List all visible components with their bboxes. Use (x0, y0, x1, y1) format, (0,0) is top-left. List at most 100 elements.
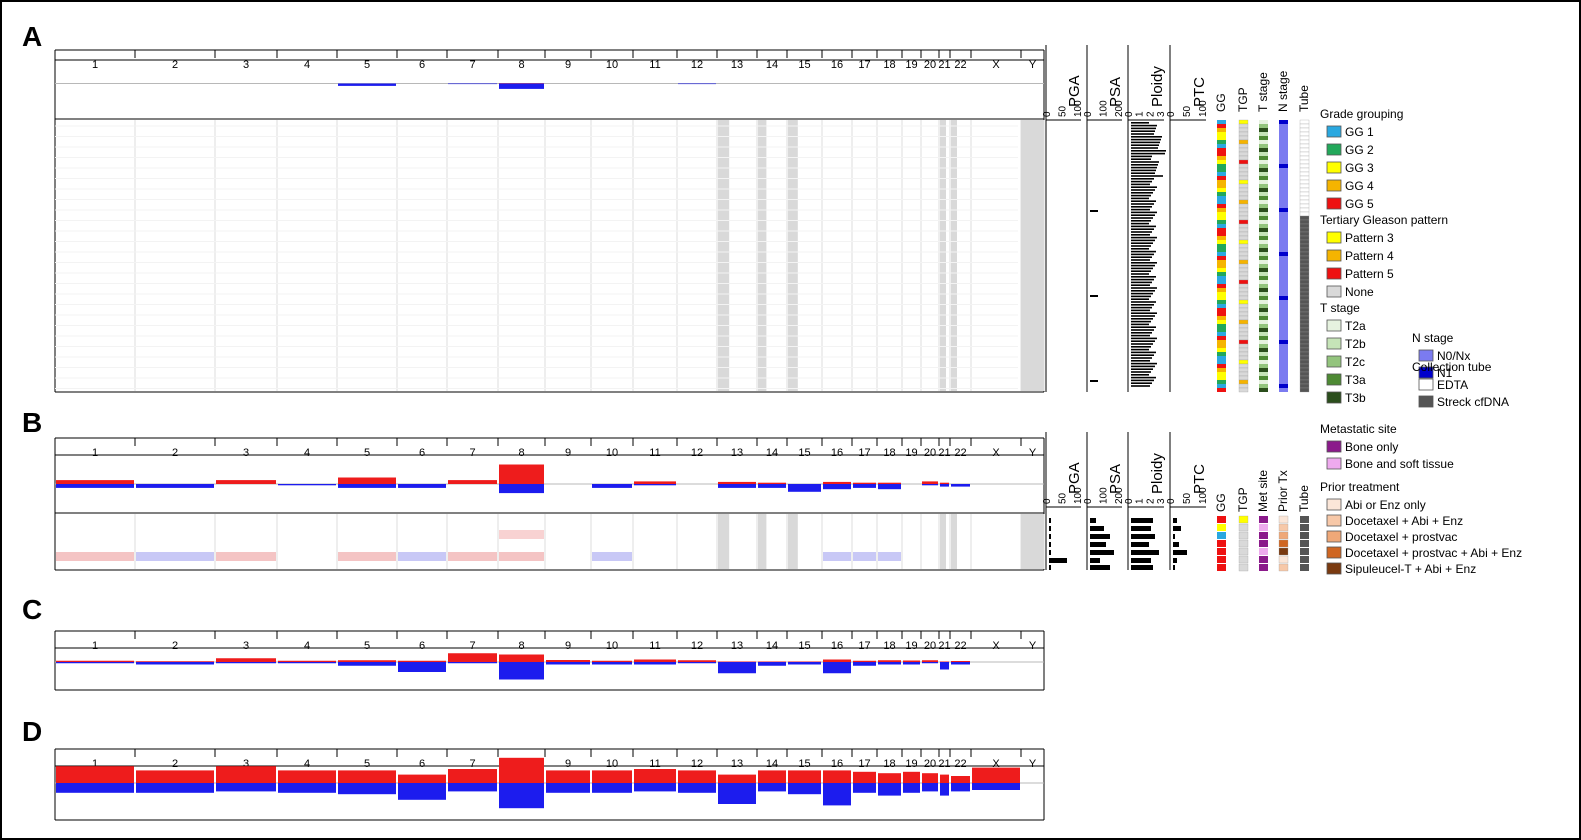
loss-bar-chr2 (136, 662, 214, 665)
ploidy-bar (1131, 122, 1149, 124)
pga-bar (1049, 565, 1051, 570)
tube-cell (1299, 239, 1310, 245)
panel-a: 1 2 3 4 5 6 7 8 9 10 11 12 13 14 15 16 17 18 19 20 21 22 X Y (54, 49, 1045, 393)
chromosome-label: 12 (691, 758, 703, 770)
legend-swatch (1326, 197, 1342, 210)
gain-bar-chr17 (853, 660, 876, 662)
tube-cell (1299, 355, 1310, 361)
loss-bar-chr20 (922, 662, 938, 664)
tube-cell (1299, 171, 1310, 177)
tgp-cell (1238, 203, 1249, 209)
chromosome-label: 13 (731, 758, 743, 770)
chromosome-label: 22 (954, 758, 966, 770)
ploidy-bar (1131, 127, 1156, 130)
chromosome-label: 17 (858, 447, 870, 459)
legend-swatch (1326, 546, 1342, 559)
track-label-A1: PSA (1107, 77, 1124, 107)
t-stage-cell (1259, 244, 1268, 248)
chromosome-label: 4 (304, 758, 310, 770)
tube-cell (1299, 259, 1310, 265)
t-stage-cell (1259, 276, 1268, 280)
legend-item-label: GG 5 (1345, 197, 1374, 211)
n-stage-cell (1279, 384, 1288, 388)
gg-cell (1217, 304, 1226, 308)
chromosome-label: 10 (606, 447, 618, 459)
chromosome-label: 4 (304, 59, 310, 71)
gg-cell (1217, 272, 1226, 276)
chromosome-label: 17 (858, 640, 870, 652)
ploidy-bar (1131, 262, 1157, 264)
loss-bar-chr7 (448, 783, 497, 792)
chromosome-label: 21 (938, 640, 950, 652)
track-label-A2: Ploidy (1149, 66, 1166, 107)
t-stage-cell (1259, 196, 1268, 200)
tgp-cell-b (1238, 563, 1249, 572)
tgp-cell (1238, 155, 1249, 161)
n-stage-cell (1279, 252, 1288, 256)
ploidy-bar (1131, 309, 1150, 312)
tgp-cell (1238, 259, 1249, 265)
chromosome-label: 10 (606, 640, 618, 652)
tgp-cell (1238, 315, 1249, 321)
loss-bar-chr8 (499, 662, 544, 680)
ploidy-bar (1131, 222, 1149, 225)
ploidy-bar (1131, 374, 1149, 376)
pga-bar (1049, 526, 1051, 531)
loss-bar-chr16 (823, 484, 851, 490)
panel-b: 1 2 3 4 5 6 7 8 9 10 11 12 13 14 15 16 17 18 19 20 21 22 X Y (54, 437, 1045, 571)
ploidy-bar (1131, 169, 1156, 172)
loss-bar-chr18 (878, 484, 901, 490)
gain-bar-chr17 (853, 482, 876, 484)
heatmap-gain-cell (338, 552, 396, 561)
ploidy-bar (1131, 234, 1150, 236)
t-stage-cell (1259, 152, 1268, 156)
loss-bar-chr12 (678, 83, 716, 85)
n-stage-cell (1279, 380, 1288, 384)
legend-title: T stage (1320, 301, 1360, 315)
n-stage-cell (1279, 368, 1288, 372)
gain-bar-chr3 (216, 658, 276, 662)
gain-bar-chr10 (592, 660, 632, 662)
tgp-cell (1238, 299, 1249, 305)
panel-letter-c: C (22, 594, 42, 625)
tube-cell (1299, 235, 1310, 241)
gg-cell (1217, 372, 1226, 376)
prior-tx-cell (1278, 547, 1289, 556)
n-stage-cell (1279, 140, 1288, 144)
ploidy-bar (1131, 357, 1152, 359)
n-stage-cell (1279, 388, 1288, 392)
gg-cell (1217, 308, 1226, 312)
t-stage-cell (1259, 120, 1268, 124)
prior-tx-cell (1278, 523, 1289, 532)
track-tick-A0: 0 (1042, 111, 1053, 117)
chromosome-label: X (992, 59, 1000, 71)
ploidy-bar (1131, 242, 1153, 244)
ploidy-bar (1131, 178, 1154, 180)
n-stage-cell (1279, 120, 1288, 124)
tube-cell (1299, 207, 1310, 213)
gg-cell (1217, 288, 1226, 292)
chromosome-label: 3 (243, 758, 249, 770)
tube-cell (1299, 343, 1310, 349)
legend-item-label: Streck cfDNA (1437, 395, 1509, 409)
gain-bar-chr20 (922, 481, 938, 484)
tgp-cell (1238, 347, 1249, 353)
ploidy-bar (1131, 337, 1157, 340)
chromosome-label: 15 (798, 640, 810, 652)
t-stage-cell (1259, 280, 1268, 284)
tube-cell (1299, 323, 1310, 329)
n-stage-cell (1279, 144, 1288, 148)
ploidy-bar (1131, 259, 1150, 261)
ploidy-bar (1131, 220, 1151, 222)
met-site-cell (1259, 540, 1268, 547)
ploidy-bar (1131, 292, 1153, 295)
chromosome-label: 7 (469, 640, 475, 652)
track-label-B2: Ploidy (1149, 453, 1166, 494)
gg-cell (1217, 368, 1226, 372)
ploidy-bar (1131, 360, 1150, 362)
chromosome-label: 15 (798, 447, 810, 459)
gain-bar-chr15 (788, 770, 821, 783)
t-stage-cell (1259, 128, 1268, 132)
n-stage-cell (1279, 176, 1288, 180)
gain-bar-chr1 (56, 480, 134, 484)
